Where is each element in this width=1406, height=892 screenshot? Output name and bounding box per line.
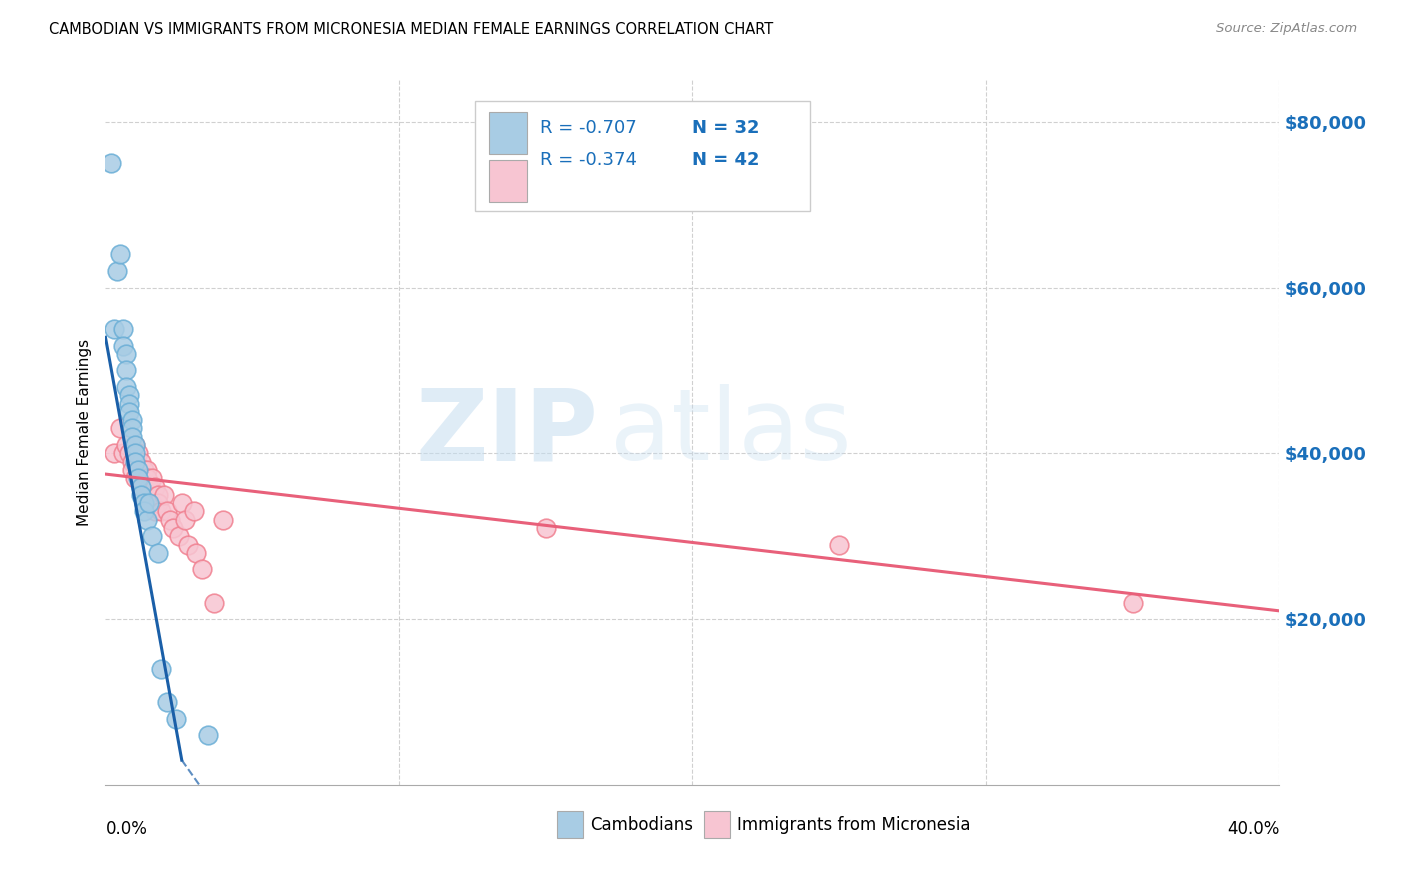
Point: [141, 529, 163, 543]
Point: [159, 513, 181, 527]
Point: [112, 338, 135, 352]
Point: [124, 455, 146, 469]
Text: 40.0%: 40.0%: [1227, 821, 1279, 838]
Point: [138, 479, 160, 493]
Point: [828, 537, 851, 551]
Point: [132, 504, 155, 518]
Point: [176, 537, 198, 551]
Point: [156, 695, 179, 709]
Point: [108, 421, 131, 435]
Point: [103, 446, 125, 460]
Point: [129, 455, 152, 469]
Point: [141, 471, 163, 485]
Bar: [489, 112, 527, 154]
Point: [118, 405, 141, 419]
Point: [118, 396, 141, 410]
Point: [124, 446, 146, 460]
Point: [118, 388, 141, 402]
Point: [191, 562, 214, 576]
Point: [202, 596, 225, 610]
Point: [197, 728, 219, 742]
Point: [115, 380, 138, 394]
Point: [127, 446, 149, 460]
Point: [103, 322, 125, 336]
Y-axis label: Median Female Earnings: Median Female Earnings: [77, 339, 93, 526]
Text: R = -0.374: R = -0.374: [540, 151, 637, 169]
Point: [135, 463, 157, 477]
Text: CAMBODIAN VS IMMIGRANTS FROM MICRONESIA MEDIAN FEMALE EARNINGS CORRELATION CHART: CAMBODIAN VS IMMIGRANTS FROM MICRONESIA …: [49, 22, 773, 37]
Point: [112, 322, 135, 336]
Point: [211, 513, 233, 527]
Text: atlas: atlas: [610, 384, 852, 481]
Point: [127, 463, 149, 477]
Point: [112, 446, 135, 460]
Point: [121, 421, 143, 435]
Point: [135, 471, 157, 485]
Point: [141, 496, 163, 510]
Point: [150, 662, 173, 676]
Point: [143, 504, 166, 518]
Point: [138, 488, 160, 502]
Bar: [704, 811, 730, 838]
Bar: [489, 160, 527, 202]
Point: [167, 529, 190, 543]
Point: [108, 247, 131, 261]
Point: [129, 488, 152, 502]
Text: Source: ZipAtlas.com: Source: ZipAtlas.com: [1216, 22, 1357, 36]
Text: Immigrants from Micronesia: Immigrants from Micronesia: [737, 816, 970, 834]
Point: [121, 463, 143, 477]
Point: [132, 496, 155, 510]
Point: [1122, 596, 1144, 610]
Point: [148, 488, 170, 502]
Point: [153, 488, 176, 502]
Point: [115, 438, 138, 452]
Point: [186, 546, 208, 560]
Point: [173, 513, 195, 527]
Point: [124, 438, 146, 452]
Point: [150, 504, 173, 518]
Point: [138, 496, 160, 510]
Point: [118, 446, 141, 460]
Point: [183, 504, 205, 518]
Point: [115, 363, 138, 377]
Text: N = 42: N = 42: [693, 151, 761, 169]
Point: [121, 413, 143, 427]
Point: [132, 463, 155, 477]
Point: [162, 521, 184, 535]
Point: [148, 496, 170, 510]
Point: [132, 479, 155, 493]
Point: [105, 264, 128, 278]
Point: [534, 521, 557, 535]
Point: [148, 546, 170, 560]
Point: [121, 430, 143, 444]
Point: [121, 455, 143, 469]
Text: R = -0.707: R = -0.707: [540, 119, 637, 137]
Point: [170, 496, 193, 510]
Point: [127, 463, 149, 477]
Point: [143, 479, 166, 493]
Point: [124, 438, 146, 452]
Point: [100, 156, 122, 170]
Bar: [557, 811, 583, 838]
Point: [129, 471, 152, 485]
Point: [127, 471, 149, 485]
Text: N = 32: N = 32: [693, 119, 761, 137]
Point: [124, 471, 146, 485]
Point: [129, 479, 152, 493]
Point: [165, 712, 187, 726]
Point: [156, 504, 179, 518]
Text: ZIP: ZIP: [416, 384, 599, 481]
FancyBboxPatch shape: [475, 102, 810, 211]
Point: [135, 513, 157, 527]
Point: [115, 347, 138, 361]
Text: Cambodians: Cambodians: [591, 816, 693, 834]
Text: 0.0%: 0.0%: [105, 821, 148, 838]
